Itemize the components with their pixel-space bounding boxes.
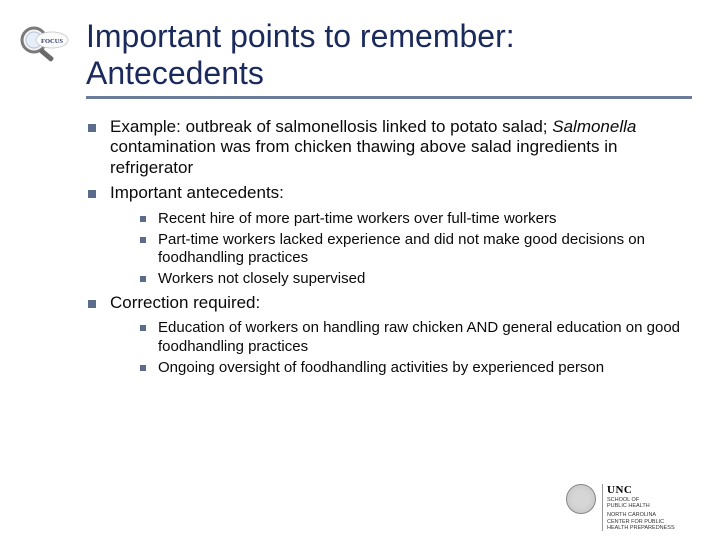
body-content: Example: outbreak of salmonellosis linke… bbox=[86, 117, 692, 378]
title-line-1: Important points to remember: bbox=[86, 18, 692, 55]
footer-center-line3: HEALTH PREPAREDNESS bbox=[607, 525, 675, 531]
title-block: Important points to remember: Antecedent… bbox=[86, 18, 692, 99]
footer-org-line1: SCHOOL OF bbox=[607, 497, 639, 503]
bullet-list: Example: outbreak of salmonellosis linke… bbox=[86, 117, 692, 378]
slide-container: FOCUS Important points to remember: Ante… bbox=[0, 0, 720, 540]
sub-bullet-list: Education of workers on handling raw chi… bbox=[110, 319, 692, 377]
list-item: Important antecedents: Recent hire of mor… bbox=[86, 183, 692, 289]
footer-center-line1: NORTH CAROLINA bbox=[607, 512, 656, 518]
seal-icon bbox=[566, 484, 596, 514]
sub-list-item: Education of workers on handling raw chi… bbox=[138, 319, 692, 356]
sub-list-item: Recent hire of more part-time workers ov… bbox=[138, 210, 692, 228]
text-segment: Salmonella bbox=[552, 117, 636, 136]
text-segment: Important antecedents: bbox=[110, 183, 284, 202]
title-line-2: Antecedents bbox=[86, 55, 692, 92]
text-segment: contamination was from chicken thawing a… bbox=[110, 137, 617, 177]
sub-list-item: Part-time workers lacked experience and … bbox=[138, 231, 692, 268]
sub-bullet-list: Recent hire of more part-time workers ov… bbox=[110, 210, 692, 289]
footer-unc-abbrev: UNC bbox=[607, 484, 632, 496]
focus-icon: FOCUS bbox=[12, 22, 70, 68]
sub-list-item: Workers not closely supervised bbox=[138, 270, 692, 288]
text-segment: Correction required: bbox=[110, 293, 260, 312]
footer-org-line2: PUBLIC HEALTH bbox=[607, 503, 650, 509]
text-segment: Example: outbreak of salmonellosis linke… bbox=[110, 117, 552, 136]
list-item: Example: outbreak of salmonellosis linke… bbox=[86, 117, 692, 179]
focus-icon-label: FOCUS bbox=[41, 38, 63, 45]
list-item: Correction required: Education of workers… bbox=[86, 293, 692, 378]
footer-center-line2: CENTER FOR PUBLIC bbox=[607, 519, 664, 525]
sub-list-item: Ongoing oversight of foodhandling activi… bbox=[138, 359, 692, 377]
footer-text: UNC SCHOOL OF PUBLIC HEALTH NORTH CAROLI… bbox=[602, 484, 675, 531]
footer-logo: UNC SCHOOL OF PUBLIC HEALTH NORTH CAROLI… bbox=[566, 484, 696, 530]
